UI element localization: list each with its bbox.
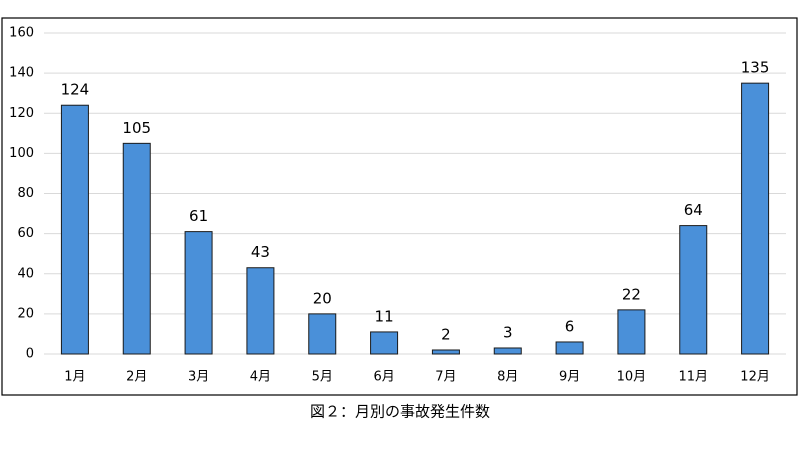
bar <box>741 82 770 355</box>
y-tick-label: 80 <box>17 186 34 201</box>
x-tick-label: 8月 <box>497 370 518 385</box>
bar <box>246 267 275 355</box>
data-label: 6 <box>565 317 575 335</box>
bar <box>60 104 89 355</box>
bar <box>617 309 646 355</box>
x-tick-label: 10月 <box>617 370 647 385</box>
data-label: 2 <box>441 325 451 343</box>
x-tick-label: 5月 <box>312 370 333 385</box>
bar <box>555 341 584 355</box>
x-tick-label: 2月 <box>126 370 147 385</box>
data-label: 43 <box>251 243 270 261</box>
x-tick-label: 11月 <box>678 370 708 385</box>
bar <box>370 331 399 355</box>
data-label: 124 <box>61 81 90 99</box>
data-label: 22 <box>622 285 641 303</box>
x-tick-label: 7月 <box>435 370 456 385</box>
bar <box>122 142 151 355</box>
data-label: 11 <box>375 307 394 325</box>
x-tick-label: 4月 <box>250 370 271 385</box>
y-tick-label: 160 <box>9 26 34 41</box>
y-tick-label: 140 <box>9 66 34 81</box>
data-label: 105 <box>122 119 151 137</box>
x-tick-label: 9月 <box>559 370 580 385</box>
x-tick-label: 1月 <box>64 370 85 385</box>
chart-title: 図２：月別の事故発生件数 <box>310 403 490 421</box>
x-tick-label: 6月 <box>373 370 394 385</box>
bar <box>679 225 708 355</box>
y-tick-label: 100 <box>9 146 34 161</box>
x-tick-label: 3月 <box>188 370 209 385</box>
bar <box>184 231 213 355</box>
y-tick-label: 120 <box>9 106 34 121</box>
y-tick-label: 0 <box>26 347 34 362</box>
y-tick-label: 20 <box>17 306 34 321</box>
x-tick-label: 12月 <box>740 370 770 385</box>
y-tick-label: 60 <box>17 226 34 241</box>
bar <box>493 347 522 355</box>
data-label: 135 <box>741 59 770 77</box>
data-label: 64 <box>684 201 703 219</box>
data-label: 61 <box>189 207 208 225</box>
y-tick-label: 40 <box>17 266 34 281</box>
bar <box>431 349 460 355</box>
data-label: 3 <box>503 323 513 341</box>
chart-frame <box>1 17 798 396</box>
data-label: 20 <box>313 289 332 307</box>
bar <box>308 313 337 355</box>
